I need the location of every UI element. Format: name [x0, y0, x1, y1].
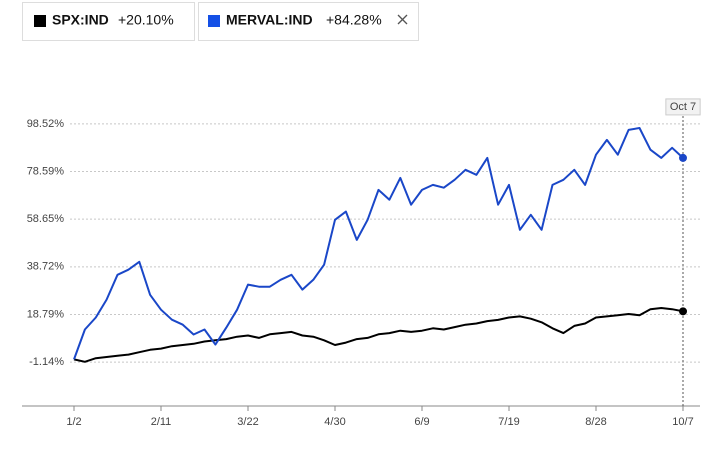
annotation-box: [665, 98, 701, 116]
x-tick-label: 2/11: [151, 416, 172, 428]
x-tick-label: 4/30: [324, 416, 345, 428]
legend-label: SPX:IND: [52, 12, 109, 28]
x-tick-label: 8/28: [585, 416, 606, 428]
legend-item-box[interactable]: [22, 2, 195, 41]
legend-item-box[interactable]: [198, 2, 419, 41]
series-line: [73, 127, 684, 360]
x-tick-label: 7/19: [498, 416, 519, 428]
y-tick-label: -1.14%: [29, 356, 64, 368]
legend-swatch: [208, 15, 220, 27]
end-marker: [679, 153, 687, 162]
x-tick-label: 10/7: [672, 416, 693, 428]
x-tick-label: 3/22: [237, 416, 258, 428]
legend-change: +84.28%: [326, 12, 382, 28]
legend-change: +20.10%: [118, 12, 174, 28]
annotation: Oct 7: [670, 101, 696, 113]
y-tick-label: 98.52%: [27, 118, 65, 130]
y-tick-label: 18.79%: [27, 308, 65, 320]
x-tick-label: 6/9: [414, 416, 429, 428]
y-tick-label: 78.59%: [27, 165, 65, 177]
series-line: [73, 307, 684, 363]
x-tick-label: 1/2: [66, 416, 81, 428]
close-icon[interactable]: [397, 14, 408, 25]
legend-label: MERVAL:IND: [226, 12, 313, 28]
y-tick-label: 58.65%: [27, 213, 65, 225]
end-marker: [679, 307, 687, 316]
y-tick-label: 38.72%: [27, 261, 65, 273]
legend-swatch: [34, 15, 46, 27]
